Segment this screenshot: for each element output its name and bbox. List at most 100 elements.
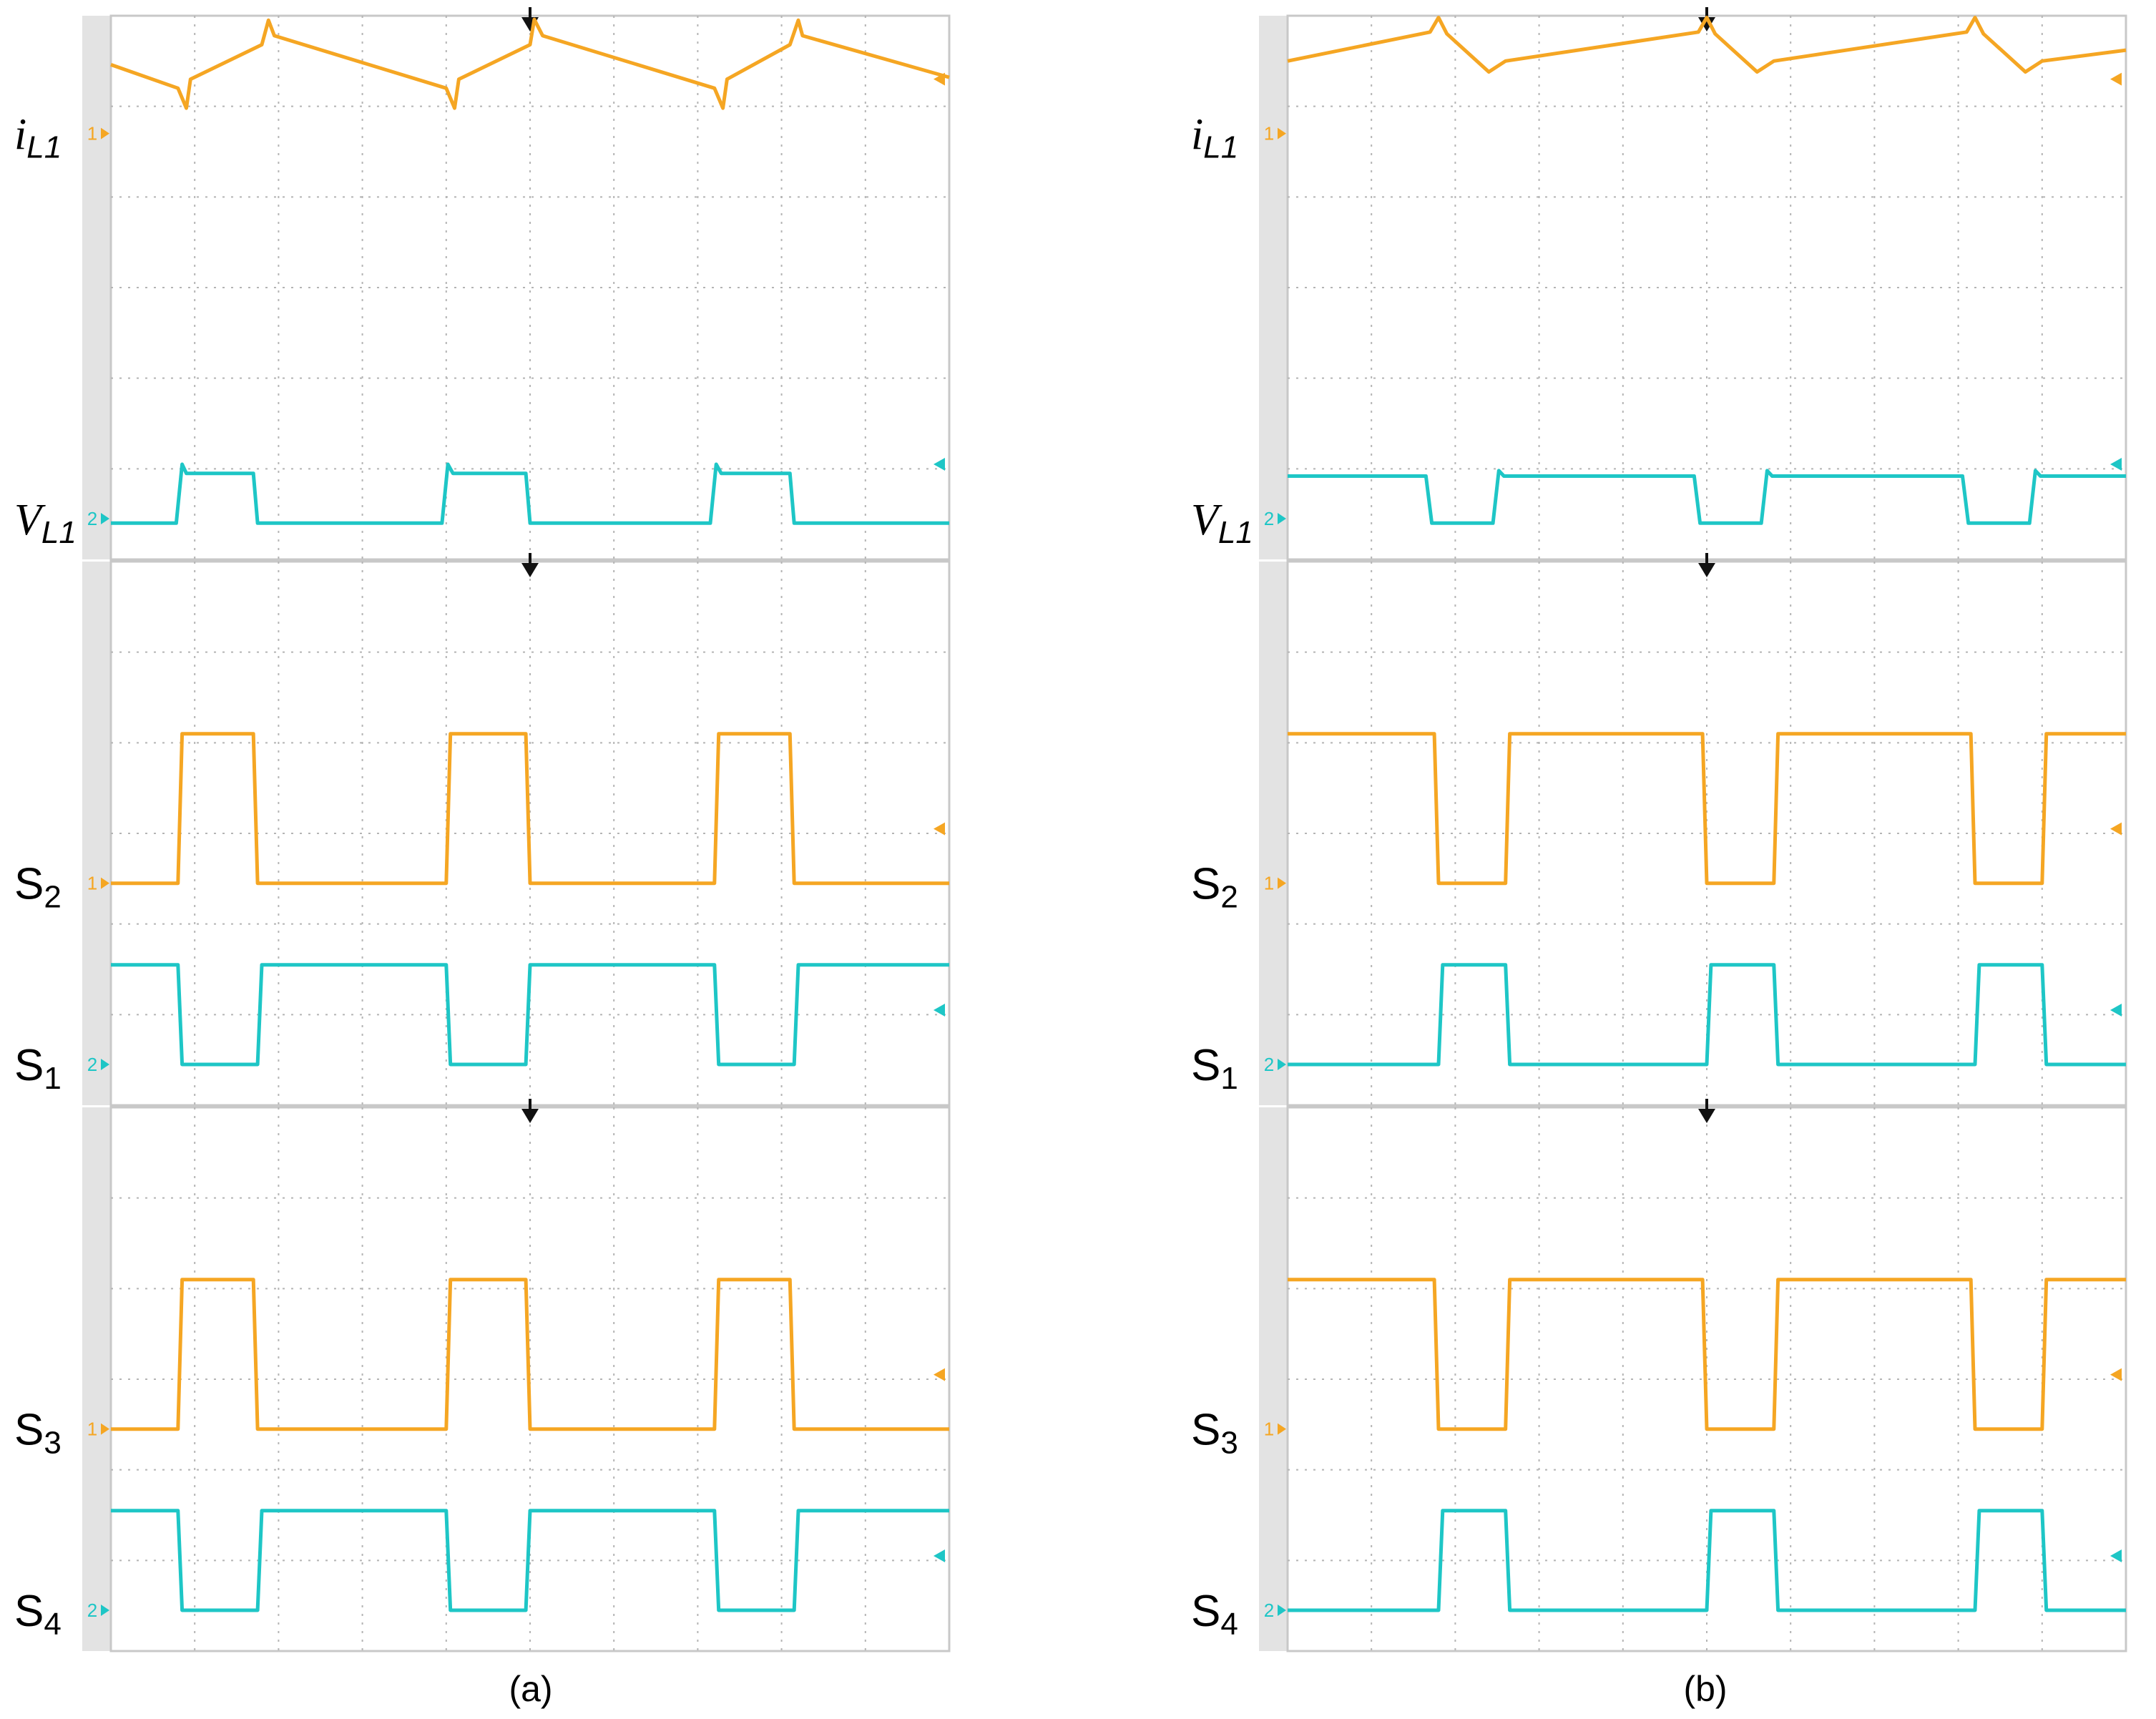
waveform-S1 — [111, 963, 949, 1067]
channel-number-S3: 1 — [1264, 1419, 1274, 1440]
scope-frame — [109, 14, 951, 561]
signal-label-sub: 3 — [44, 1426, 61, 1461]
caption-b: (b) — [1683, 1669, 1727, 1709]
trigger-marker — [1698, 1109, 1715, 1123]
signal-label-main: S — [1191, 1587, 1220, 1636]
scope-frame — [1286, 14, 2127, 561]
scope-bezel — [1259, 562, 1288, 1105]
signal-label-sub: 4 — [44, 1607, 61, 1642]
offset-arrow-S2 — [934, 822, 945, 836]
channel-marker-S3 — [101, 1423, 109, 1435]
offset-arrow-S2 — [2110, 822, 2122, 836]
waveform-S4 — [111, 1509, 949, 1612]
channel-marker-S2 — [1278, 877, 1286, 889]
signal-label-main: i — [14, 111, 26, 160]
offset-arrow-VL1 — [934, 458, 945, 471]
offset-arrow-S3 — [934, 1368, 945, 1381]
channel-marker-S2 — [101, 877, 109, 889]
channel-number-iL1: 1 — [1264, 123, 1274, 145]
scope-bezel — [82, 1107, 111, 1651]
signal-label-S4: S4 — [14, 1587, 62, 1642]
signal-label-sub: L1 — [1218, 515, 1253, 550]
signal-label-sub: 2 — [1220, 880, 1238, 915]
trigger-marker — [1698, 563, 1715, 577]
offset-arrow-iL1 — [2110, 72, 2122, 86]
signal-label-sub: L1 — [26, 130, 62, 165]
offset-arrow-S4 — [934, 1549, 945, 1562]
scope-bezel — [1259, 16, 1288, 559]
trigger-marker — [521, 1109, 539, 1123]
offset-arrow-S4 — [2110, 1549, 2122, 1562]
waveform-S1 — [1288, 963, 2126, 1067]
signal-label-S2: S2 — [14, 860, 62, 915]
channel-number-VL1: 2 — [87, 508, 97, 529]
signal-label-main: S — [1191, 860, 1220, 909]
waveform-S4 — [1288, 1509, 2126, 1612]
waveform-S2 — [111, 732, 949, 886]
channel-number-VL1: 2 — [1264, 508, 1274, 529]
scope-screen-a-1: 1 iL1 2 V L1 — [14, 7, 951, 561]
trigger-marker — [1698, 17, 1715, 31]
channel-marker-S1 — [101, 1059, 109, 1070]
waveform-S3 — [1288, 1278, 2126, 1431]
signal-label-S4: S4 — [1191, 1587, 1238, 1642]
signal-label-main: S — [14, 1041, 44, 1090]
signal-label-iL1: iL1 — [1191, 111, 1238, 165]
signal-label-S3: S3 — [1191, 1406, 1238, 1461]
scope-bezel — [82, 562, 111, 1105]
waveform-VL1 — [1288, 469, 2126, 525]
channel-number-S4: 2 — [1264, 1600, 1274, 1621]
signal-label-main: S — [14, 860, 44, 909]
channel-number-S3: 1 — [87, 1419, 97, 1440]
channel-marker-VL1 — [1278, 513, 1286, 524]
channel-marker-S3 — [1278, 1423, 1286, 1435]
channel-marker-iL1 — [101, 127, 109, 139]
waveform-S3 — [111, 1278, 949, 1431]
offset-arrow-S1 — [934, 1004, 945, 1017]
signal-label-sub: 3 — [1220, 1426, 1238, 1461]
channel-number-S2: 1 — [87, 873, 97, 894]
signal-label-S1: S1 — [14, 1041, 62, 1096]
signal-label-main: S — [1191, 1041, 1220, 1090]
waveform-iL1 — [110, 17, 950, 110]
channel-marker-iL1 — [1278, 127, 1286, 139]
signal-label-VL1: VL1 — [1191, 496, 1253, 550]
signal-label-S1: S1 — [1191, 1041, 1238, 1096]
signal-label-main: S — [14, 1587, 44, 1636]
signal-label-sub: 1 — [44, 1061, 61, 1096]
signal-label-sub: L1 — [1203, 130, 1238, 165]
channel-marker-S4 — [1278, 1605, 1286, 1616]
scope-bezel — [82, 16, 111, 559]
signal-label-S3: S3 — [14, 1406, 62, 1461]
offset-arrow-iL1 — [934, 72, 945, 86]
trigger-marker — [521, 563, 539, 577]
signal-label-iL1: iL1 — [14, 111, 62, 165]
channel-number-S1: 2 — [1264, 1054, 1274, 1075]
scope-bezel — [1259, 1107, 1288, 1651]
channel-marker-VL1 — [101, 513, 109, 524]
offset-arrow-S3 — [2110, 1368, 2122, 1381]
offset-arrow-S1 — [2110, 1004, 2122, 1017]
signal-label-sub: 2 — [44, 880, 61, 915]
signal-label-main: S — [14, 1406, 44, 1455]
channel-marker-S4 — [101, 1605, 109, 1616]
waveform-S2 — [1288, 732, 2126, 886]
signal-label-sub: 4 — [1220, 1607, 1238, 1642]
channel-marker-S1 — [1278, 1059, 1286, 1070]
waveform-VL1 — [111, 462, 949, 525]
channel-number-S1: 2 — [87, 1054, 97, 1075]
signal-label-main: V — [14, 496, 46, 544]
channel-number-S4: 2 — [87, 1600, 97, 1621]
signal-label-main: V — [1191, 496, 1222, 544]
channel-number-iL1: 1 — [87, 123, 97, 145]
signal-label-main: i — [1191, 111, 1203, 160]
signal-label-main: S — [1191, 1406, 1220, 1455]
signal-label-S2: S2 — [1191, 860, 1238, 915]
